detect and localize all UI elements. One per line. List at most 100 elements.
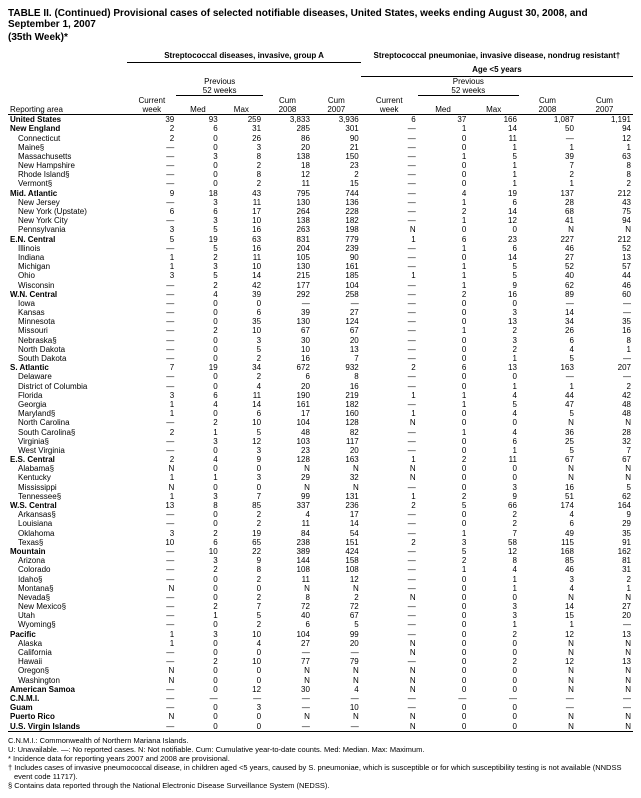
value-cell: N	[519, 593, 576, 602]
footnote-star: * Incidence data for reporting years 200…	[8, 754, 633, 763]
table-row: Guam—03—10—00——	[8, 703, 633, 712]
table-row: WashingtonN00NNN00NN	[8, 676, 633, 685]
value-cell: 2	[127, 134, 176, 143]
table-row: E.N. Central519638317791623227212	[8, 235, 633, 244]
value-cell: 2	[127, 455, 176, 464]
value-cell: 1	[418, 216, 469, 225]
value-cell: —	[127, 317, 176, 326]
value-cell: —	[361, 529, 418, 538]
value-cell: 16	[468, 290, 519, 299]
value-cell: 3	[468, 611, 519, 620]
table-row: Indiana121110590—0142713	[8, 253, 633, 262]
value-cell: 6	[263, 372, 312, 381]
value-cell: 67	[312, 611, 361, 620]
value-cell: 12	[312, 575, 361, 584]
table-row: Puerto RicoN00NNN00NN	[8, 712, 633, 721]
value-cell: 117	[312, 437, 361, 446]
value-cell: —	[361, 179, 418, 188]
value-cell: 0	[418, 437, 469, 446]
value-cell: 12	[468, 547, 519, 556]
value-cell: N	[361, 418, 418, 427]
prev52-header-2: Previous52 weeks	[418, 76, 519, 95]
value-cell: 81	[576, 556, 633, 565]
value-cell: 86	[263, 134, 312, 143]
value-cell: N	[127, 483, 176, 492]
table-row: Tennessee§137991311295162	[8, 492, 633, 501]
value-cell: 1	[418, 400, 469, 409]
value-cell: 0	[176, 170, 219, 179]
value-cell: 1	[468, 170, 519, 179]
value-cell: N	[519, 464, 576, 473]
value-cell: —	[519, 694, 576, 703]
value-cell: 932	[312, 363, 361, 372]
value-cell: N	[576, 712, 633, 721]
value-cell: 10	[176, 547, 219, 556]
value-cell: 52	[519, 262, 576, 271]
value-cell: —	[361, 519, 418, 528]
value-cell: —	[127, 179, 176, 188]
value-cell: N	[519, 666, 576, 675]
value-cell: 16	[519, 483, 576, 492]
value-cell: N	[361, 464, 418, 473]
value-cell: 337	[263, 501, 312, 510]
value-cell: 1	[361, 391, 418, 400]
value-cell: 1	[418, 529, 469, 538]
table-row: Louisiana—021114—02629	[8, 519, 633, 528]
value-cell: 16	[263, 354, 312, 363]
area-cell: Arizona	[8, 556, 127, 565]
value-cell: 1	[468, 354, 519, 363]
value-cell: 2	[127, 124, 176, 133]
value-cell: 236	[312, 501, 361, 510]
area-cell: Alabama§	[8, 464, 127, 473]
value-cell: —	[361, 281, 418, 290]
value-cell: 5	[519, 446, 576, 455]
value-cell: 0	[418, 676, 469, 685]
value-cell: 0	[176, 620, 219, 629]
table-row: Texas§10665238151235811591	[8, 538, 633, 547]
value-cell: 1	[127, 630, 176, 639]
value-cell: 0	[418, 611, 469, 620]
value-cell: 0	[176, 345, 219, 354]
value-cell: N	[361, 639, 418, 648]
value-cell: 39	[263, 308, 312, 317]
value-cell: 5	[576, 483, 633, 492]
area-cell: Puerto Rico	[8, 712, 127, 721]
value-cell: 27	[312, 308, 361, 317]
value-cell: 795	[263, 189, 312, 198]
footnote-cnmi: C.N.M.I.: Commonwealth of Northern Maria…	[8, 736, 633, 745]
table-row: W.S. Central138853372362566174164	[8, 501, 633, 510]
value-cell: 1	[418, 565, 469, 574]
value-cell: 3	[519, 575, 576, 584]
value-cell: 0	[220, 722, 263, 732]
value-cell: 7	[468, 529, 519, 538]
area-cell: Nebraska§	[8, 336, 127, 345]
value-cell: 43	[576, 198, 633, 207]
value-cell: —	[361, 694, 418, 703]
value-cell: 48	[576, 409, 633, 418]
value-cell: —	[361, 161, 418, 170]
value-cell: 0	[176, 703, 219, 712]
value-cell: 46	[519, 565, 576, 574]
value-cell: N	[263, 712, 312, 721]
value-cell: 13	[312, 345, 361, 354]
value-cell: —	[127, 703, 176, 712]
value-cell: —	[361, 299, 418, 308]
value-cell: 4	[468, 391, 519, 400]
table-row: E.S. Central24912816312116767	[8, 455, 633, 464]
value-cell: 130	[263, 317, 312, 326]
value-cell: 105	[263, 253, 312, 262]
value-cell: N	[312, 666, 361, 675]
data-table: Streptococcal diseases, invasive, group …	[8, 49, 633, 732]
value-cell: 5	[220, 428, 263, 437]
value-cell: 35	[576, 317, 633, 326]
value-cell: —	[127, 161, 176, 170]
value-cell: N	[312, 712, 361, 721]
value-cell: 79	[312, 657, 361, 666]
value-cell: 0	[418, 317, 469, 326]
col-cum2007-2: Cum2007	[576, 96, 633, 115]
value-cell: 150	[312, 152, 361, 161]
value-cell: 8	[176, 501, 219, 510]
value-cell: 3	[127, 271, 176, 280]
value-cell: 3	[127, 225, 176, 234]
value-cell: 2	[220, 161, 263, 170]
